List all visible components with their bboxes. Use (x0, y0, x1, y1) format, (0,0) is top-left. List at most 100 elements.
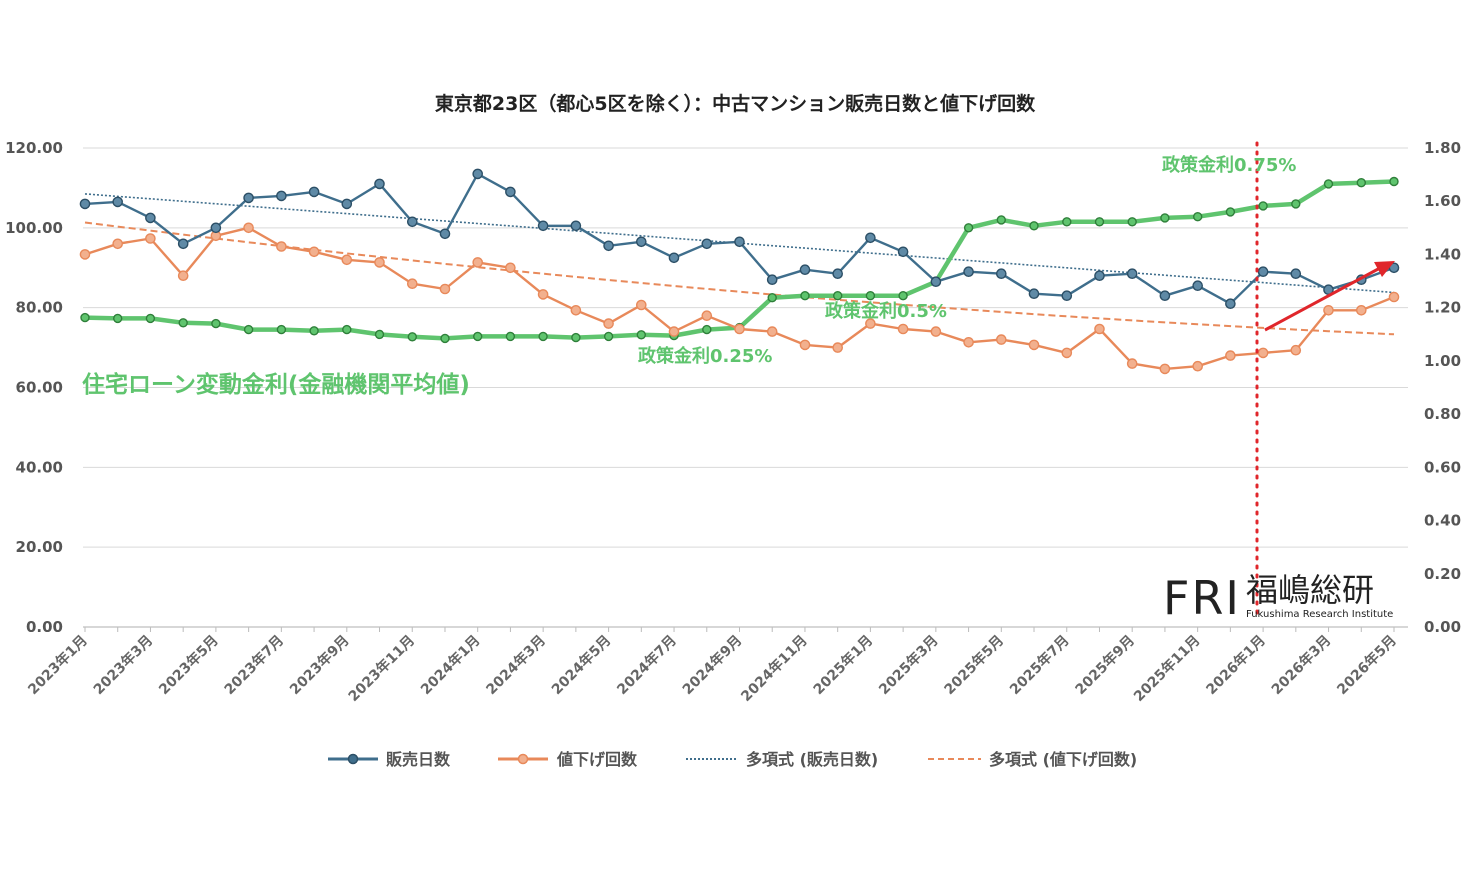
y-right-tick-label: 0.00 (1424, 618, 1461, 636)
point-cuts (472, 257, 484, 268)
x-tick-label: 2023年1月 (25, 632, 91, 698)
point-days (1257, 266, 1269, 278)
point-cuts (145, 233, 156, 244)
point-rate (276, 324, 287, 335)
point-rate (178, 318, 188, 328)
point-rate (1192, 211, 1203, 222)
y-left-tick-label: 100.00 (5, 219, 63, 237)
y-right-tick-label: 0.20 (1424, 565, 1461, 583)
point-cuts (341, 254, 353, 266)
logo-mark: FRI (1163, 571, 1241, 625)
point-days (1159, 290, 1171, 302)
point-cuts (1356, 304, 1367, 316)
point-days (734, 236, 745, 248)
point-cuts (963, 336, 974, 348)
x-tick-label: 2025年1月 (810, 632, 876, 698)
y-right-tick-label: 0.80 (1424, 405, 1461, 423)
point-cuts (897, 323, 909, 335)
point-days (1028, 288, 1040, 300)
point-cuts (439, 283, 451, 295)
y-left-tick-label: 60.00 (16, 379, 63, 397)
point-rate (963, 223, 974, 233)
point-cuts (374, 257, 385, 268)
x-tick-label: 2024年7月 (614, 632, 680, 698)
x-tick-label: 2025年7月 (1006, 632, 1072, 698)
y-right-tick-label: 1.00 (1424, 352, 1461, 370)
point-cuts (603, 318, 614, 329)
point-cuts (1257, 347, 1269, 359)
point-days (308, 186, 320, 198)
point-cuts (1159, 363, 1171, 375)
point-days (374, 178, 385, 190)
point-rate (898, 291, 908, 301)
point-days (276, 190, 287, 202)
point-rate (1062, 217, 1072, 227)
x-tick-label: 2025年3月 (875, 632, 941, 698)
point-days (1225, 298, 1236, 310)
x-tick-label: 2024年3月 (483, 632, 549, 698)
point-rate (767, 293, 777, 303)
point-cuts (1323, 304, 1334, 316)
trend-line-cuts (84, 221, 1395, 336)
point-days (570, 220, 582, 232)
x-tick-label: 2026年1月 (1203, 632, 1269, 698)
point-rate (342, 324, 352, 335)
legend-days-trend-label: 多項式 (販売日数) (746, 750, 878, 769)
point-days (603, 240, 614, 252)
point-cuts (799, 339, 811, 351)
point-days (1192, 280, 1203, 292)
point-cuts (177, 270, 189, 282)
x-tick-label: 2023年3月 (90, 632, 156, 698)
grid-lines (83, 147, 1408, 628)
point-rate (538, 331, 548, 342)
point-cuts (1290, 344, 1302, 356)
point-days (1126, 268, 1138, 280)
logo-name-en: Fukushima Research Institute (1246, 609, 1393, 620)
point-rate (145, 313, 156, 324)
policy-rate-025-label: 政策金利0.25% (638, 345, 772, 367)
y-left-tick-label: 20.00 (16, 538, 63, 556)
point-rate (1225, 207, 1236, 217)
chart-title: 東京都23区（都心5区を除く）：中古マンション販売日数と値下げ回数 (435, 92, 1036, 115)
point-cuts (930, 326, 942, 337)
point-days (79, 198, 91, 210)
point-rate (407, 332, 417, 342)
point-rate (603, 331, 614, 342)
point-days (1094, 270, 1105, 282)
point-rate (374, 329, 385, 340)
legend-cuts-trend-label: 多項式 (値下げ回数) (989, 750, 1137, 769)
y-right-tick-label: 1.60 (1424, 192, 1461, 210)
point-rate (1356, 177, 1367, 188)
legend-cuts: 値下げ回数 (498, 750, 638, 769)
point-cuts (865, 318, 876, 329)
point-cuts (537, 289, 549, 300)
point-rate (833, 291, 843, 301)
x-tick-label: 2024年5月 (548, 632, 614, 698)
point-days (537, 220, 549, 232)
point-rate (636, 330, 646, 340)
y-left-tick-label: 120.00 (5, 139, 63, 157)
point-cuts (766, 326, 778, 337)
point-rate (505, 331, 516, 342)
point-cuts (636, 299, 647, 311)
point-days (963, 266, 974, 278)
point-rate (1160, 213, 1170, 223)
y-right-tick-label: 0.40 (1424, 512, 1461, 530)
point-cuts (1225, 350, 1236, 361)
point-rate (800, 291, 810, 301)
fri-logo: FRI 福嶋総研 Fukushima Research Institute (1163, 571, 1393, 625)
x-tick-label: 2025年5月 (941, 632, 1007, 698)
point-rate (211, 318, 221, 329)
series-line-rate (84, 179, 1395, 341)
legend-cuts-trend: 多項式 (値下げ回数) (928, 750, 1137, 769)
point-rate (1291, 199, 1301, 209)
point-cuts (79, 249, 91, 260)
x-tick-label: 2023年7月 (221, 632, 287, 698)
rate-annotation: 住宅ローン変動金利(金融機関平均値) (82, 371, 470, 398)
point-cuts (308, 246, 320, 258)
legend-days-trend: 多項式 (販売日数) (686, 750, 878, 769)
point-rate (1094, 217, 1105, 227)
point-cuts (112, 238, 123, 250)
x-tick-label: 2023年11月 (345, 632, 418, 705)
